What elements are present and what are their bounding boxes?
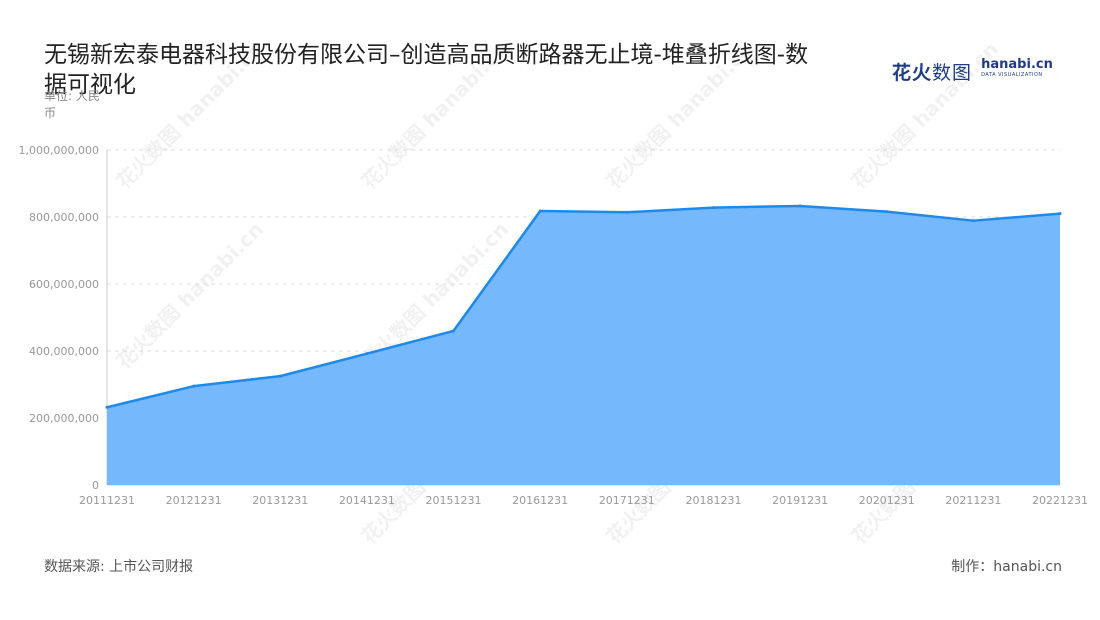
data-point — [711, 206, 715, 210]
watermark-text: 花火数图 hanabi.cn — [357, 37, 513, 193]
series-line — [106, 204, 1061, 409]
x-tick-label: 20191231 — [772, 494, 828, 507]
data-point — [105, 405, 109, 409]
data-source: 数据来源: 上市公司财报 — [44, 559, 194, 575]
x-tick-label: 20171231 — [599, 494, 655, 507]
brand-logo: 花火数图 hanabi.cn DATA VISUALIZATION — [892, 57, 1053, 85]
watermark-text: 花火数图 hanabi.cn — [112, 37, 268, 193]
series-area — [107, 205, 1060, 485]
x-tick-label: 20121231 — [166, 494, 222, 507]
unit-label: 单位: 人民币 — [44, 89, 100, 120]
x-tick-label: 20221231 — [1032, 494, 1088, 507]
data-point — [278, 374, 282, 378]
y-tick-label: 1,000,000,000 — [19, 144, 99, 157]
x-tick-label: 20161231 — [512, 494, 568, 507]
watermark-text: 花火数图 hanabi.cn — [112, 217, 268, 373]
data-point — [885, 210, 889, 214]
data-point — [452, 329, 456, 333]
x-axis: 20111231 20121231 20131231 20141231 20151231… — [79, 484, 1088, 507]
data-point — [1058, 212, 1062, 216]
y-tick-label: 800,000,000 — [29, 211, 99, 224]
data-point — [625, 210, 629, 214]
watermark-text: 花火数图 hanabi.cn — [847, 37, 1003, 193]
data-point — [971, 219, 975, 223]
chart-title: 无锡新宏泰电器科技股份有限公司–创造高品质断路器无止境-堆叠折线图-数据可视化 — [44, 42, 809, 98]
x-tick-label: 20201231 — [859, 494, 915, 507]
data-point — [365, 352, 369, 356]
y-tick-label: 200,000,000 — [29, 412, 99, 425]
brand-logo-en: hanabi.cn DATA VISUALIZATION — [981, 57, 1053, 79]
x-tick-label: 20111231 — [79, 494, 135, 507]
y-tick-label: 400,000,000 — [29, 345, 99, 358]
y-axis: 0 200,000,000 400,000,000 600,000,000 800,00… — [19, 144, 108, 492]
data-point — [538, 209, 542, 213]
x-tick-label: 20211231 — [945, 494, 1001, 507]
watermark-text: 花火数图 hanabi.cn — [602, 37, 758, 193]
data-point — [192, 384, 196, 388]
maker-credit: 制作：hanabi.cn — [951, 559, 1062, 575]
x-tick-label: 20141231 — [339, 494, 395, 507]
x-tick-label: 20181231 — [685, 494, 741, 507]
y-tick-label: 0 — [92, 479, 99, 492]
data-point — [798, 204, 802, 208]
x-tick-label: 20131231 — [252, 494, 308, 507]
y-tick-label: 600,000,000 — [29, 278, 99, 291]
x-tick-label: 20151231 — [426, 494, 482, 507]
brand-logo-cn: 花火数图 — [892, 62, 973, 84]
series-layer — [105, 204, 1062, 485]
